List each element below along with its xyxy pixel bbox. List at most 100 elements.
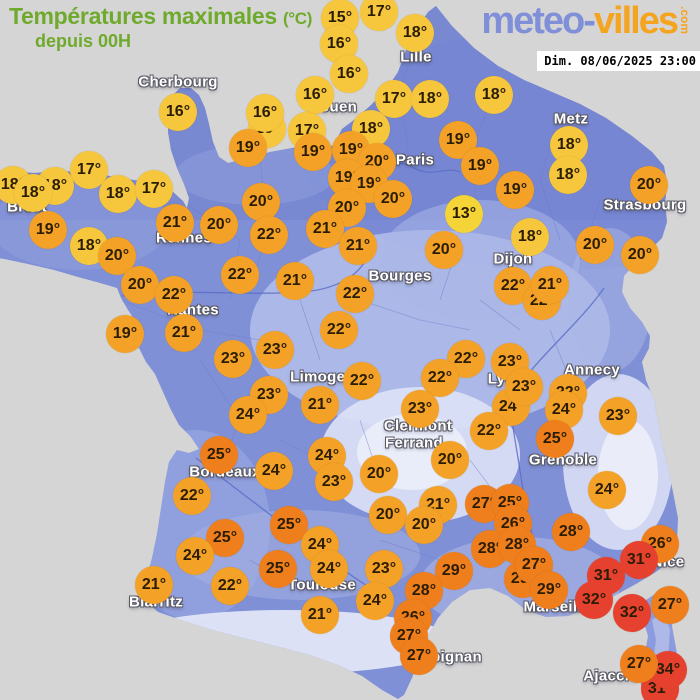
logo-part-villes: villes <box>593 0 679 42</box>
logo-part-com: .com <box>678 6 692 35</box>
temp-chip: 23° <box>401 390 439 428</box>
temp-chip: 25° <box>200 436 238 474</box>
temp-chip: 21° <box>276 262 314 300</box>
meteo-villes-logo[interactable]: meteo-villes .com <box>481 0 692 43</box>
temp-chip: 23° <box>599 397 637 435</box>
temp-chip: 17° <box>375 80 413 118</box>
temp-chip: 23° <box>250 376 288 414</box>
temp-chip: 13° <box>445 195 483 233</box>
temp-chip: 24° <box>588 471 626 509</box>
temp-chip: 22° <box>320 311 358 349</box>
temp-chip: 24° <box>229 396 267 434</box>
temp-chip: 20° <box>405 506 443 544</box>
temp-chip: 21° <box>301 596 339 634</box>
temp-chip: 17° <box>360 0 398 31</box>
temp-chip: 18° <box>99 175 137 213</box>
temp-chip: 19° <box>439 121 477 159</box>
temp-chip: 20° <box>360 455 398 493</box>
temp-chip: 18° <box>14 174 52 212</box>
city-label-strasbourg: Strasbourg <box>603 196 687 214</box>
temp-chip: 20° <box>369 496 407 534</box>
title-unit: (°C) <box>282 9 313 28</box>
temp-chip: 22° <box>343 362 381 400</box>
temp-chip: 16° <box>159 93 197 131</box>
temp-chip: 21° <box>531 266 569 304</box>
temp-chip: 24° <box>176 537 214 575</box>
temp-chip: 31° <box>620 541 658 579</box>
temp-chip: 19° <box>496 171 534 209</box>
temp-chip: 24° <box>255 452 293 490</box>
temp-chip: 21° <box>135 566 173 604</box>
temp-chip: 18° <box>550 126 588 164</box>
temp-chip: 20° <box>121 266 159 304</box>
temp-chip: 22° <box>155 276 193 314</box>
city-label-metz: Metz <box>553 110 589 128</box>
city-label-lille: Lille <box>400 48 432 66</box>
temp-chip: 19° <box>461 147 499 185</box>
temp-chip: 23° <box>315 463 353 501</box>
temp-chip: 27° <box>651 586 689 624</box>
temp-chip: 21° <box>301 386 339 424</box>
temp-chip: 20° <box>576 226 614 264</box>
temp-chip: 23° <box>214 340 252 378</box>
city-label-ferrand: Ferrand <box>385 434 443 452</box>
city-label-paris: Paris <box>395 151 435 169</box>
city-label-annecy: Annecy <box>564 361 620 379</box>
temp-chip: 20° <box>242 183 280 221</box>
temp-chip: 16° <box>330 55 368 93</box>
temp-chip: 20° <box>374 180 412 218</box>
temp-chip: 23° <box>365 550 403 588</box>
temp-chip: 19° <box>294 133 332 171</box>
temp-chip: 16° <box>296 76 334 114</box>
city-label-cherbourg: Cherbourg <box>138 73 218 91</box>
temp-chip: 22° <box>173 477 211 515</box>
temp-chip: 27° <box>620 645 658 683</box>
title-subtitle: depuis 00H <box>35 31 132 51</box>
temp-chip: 21° <box>339 227 377 265</box>
temp-chip: 21° <box>165 314 203 352</box>
temp-chip: 18° <box>70 227 108 265</box>
temp-chip: 18° <box>396 14 434 52</box>
temp-chip: 16° <box>320 25 358 63</box>
temp-chip: 20° <box>431 441 469 479</box>
temp-chip: 21° <box>156 204 194 242</box>
temp-chip: 18° <box>511 218 549 256</box>
temp-chip: 22° <box>250 216 288 254</box>
temp-chip: 24° <box>310 550 348 588</box>
temp-chip: 21° <box>306 210 344 248</box>
title-text: Températures maximales <box>9 3 277 29</box>
temp-chip: 17° <box>135 170 173 208</box>
temp-chip: 20° <box>425 231 463 269</box>
temp-chip: 22° <box>221 256 259 294</box>
datetime-badge: Dim. 08/06/2025 23:00 <box>537 51 700 71</box>
temp-chip: 28° <box>552 513 590 551</box>
temp-chip: 29° <box>530 571 568 609</box>
page-title: Températures maximales (°C) depuis 00H <box>9 3 312 52</box>
temp-chip: 19° <box>106 315 144 353</box>
temp-chip: 25° <box>259 550 297 588</box>
temp-chip: 20° <box>621 236 659 274</box>
temp-chip: 23° <box>256 331 294 369</box>
temp-chip: 32° <box>575 581 613 619</box>
city-label-bourges: Bourges <box>368 267 432 285</box>
temp-chip: 18° <box>411 80 449 118</box>
temp-chip: 19° <box>29 211 67 249</box>
temp-chip: 25° <box>536 420 574 458</box>
temp-chip: 19° <box>229 129 267 167</box>
city-label-limoges: Limoges <box>290 368 354 386</box>
temp-chip: 22° <box>470 412 508 450</box>
temp-chip: 18° <box>549 156 587 194</box>
temp-chip: 20° <box>630 166 668 204</box>
logo-part-meteo: meteo- <box>481 0 596 42</box>
temp-chip: 16° <box>246 94 284 132</box>
temp-chip: 24° <box>356 582 394 620</box>
temp-chip: 18° <box>475 76 513 114</box>
temp-chip: 27° <box>400 637 438 675</box>
temp-chip: 32° <box>613 594 651 632</box>
temp-chip: 22° <box>336 275 374 313</box>
temp-chip: 22° <box>447 340 485 378</box>
temp-chip: 22° <box>211 567 249 605</box>
temp-chip: 23° <box>505 368 543 406</box>
